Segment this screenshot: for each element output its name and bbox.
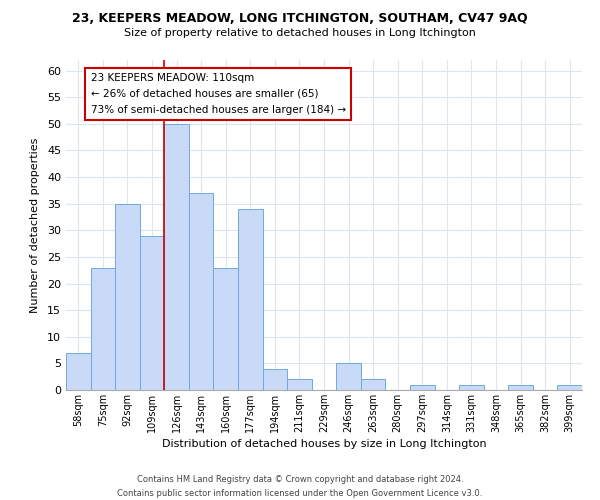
Bar xyxy=(557,384,582,390)
Text: Size of property relative to detached houses in Long Itchington: Size of property relative to detached ho… xyxy=(124,28,476,38)
Bar xyxy=(140,236,164,390)
Bar xyxy=(361,380,385,390)
Bar xyxy=(459,384,484,390)
Bar xyxy=(287,380,312,390)
Y-axis label: Number of detached properties: Number of detached properties xyxy=(30,138,40,312)
Bar xyxy=(91,268,115,390)
Bar xyxy=(238,209,263,390)
Bar xyxy=(115,204,140,390)
Text: Contains HM Land Registry data © Crown copyright and database right 2024.
Contai: Contains HM Land Registry data © Crown c… xyxy=(118,476,482,498)
Text: 23 KEEPERS MEADOW: 110sqm
← 26% of detached houses are smaller (65)
73% of semi-: 23 KEEPERS MEADOW: 110sqm ← 26% of detac… xyxy=(91,74,346,114)
Bar xyxy=(263,368,287,390)
Bar xyxy=(164,124,189,390)
Bar xyxy=(336,364,361,390)
Bar xyxy=(66,352,91,390)
Bar xyxy=(508,384,533,390)
Bar xyxy=(410,384,434,390)
Bar xyxy=(214,268,238,390)
Text: 23, KEEPERS MEADOW, LONG ITCHINGTON, SOUTHAM, CV47 9AQ: 23, KEEPERS MEADOW, LONG ITCHINGTON, SOU… xyxy=(72,12,528,26)
Bar xyxy=(189,193,214,390)
X-axis label: Distribution of detached houses by size in Long Itchington: Distribution of detached houses by size … xyxy=(161,439,487,449)
